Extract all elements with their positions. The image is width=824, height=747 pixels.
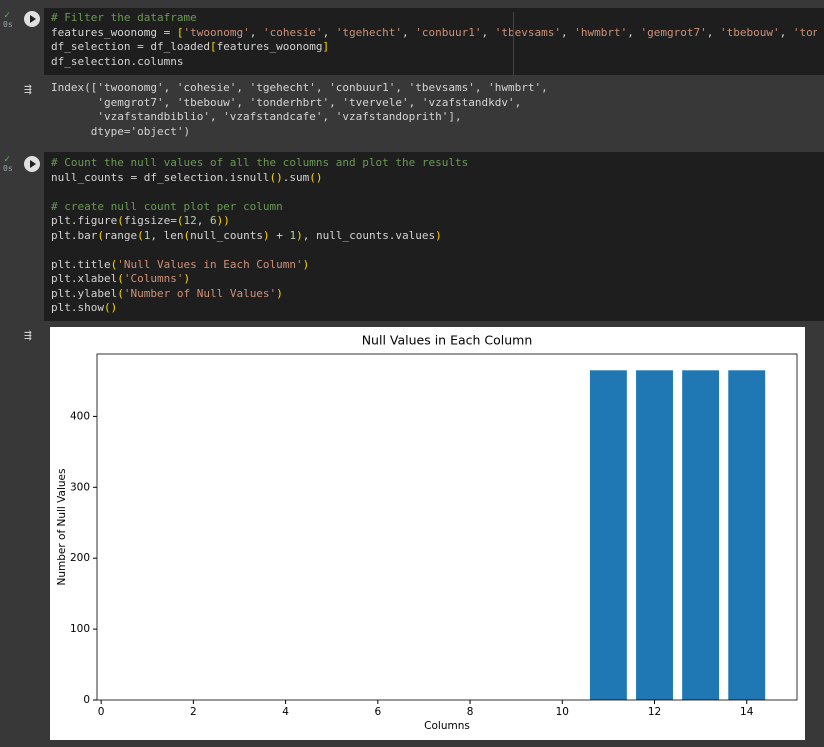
x-tick-label: 10: [556, 706, 569, 718]
code-line: plt.ylabel('Number of Null Values'): [51, 287, 817, 302]
code-line: # Count the null values of all the colum…: [51, 156, 817, 171]
code-line: df_selection = df_loaded[features_woonom…: [51, 40, 817, 55]
code-line: plt.xlabel('Columns'): [51, 272, 817, 287]
bar: [590, 370, 627, 700]
code-line: # Filter the dataframe: [51, 11, 817, 26]
code-line: plt.bar(range(1, len(null_counts) + 1), …: [51, 229, 817, 244]
blank-line: [51, 185, 817, 200]
output: Index(['twoonomg', 'cohesie', 'tgehecht'…: [51, 81, 548, 139]
blank-line: [51, 243, 817, 258]
bar: [728, 370, 765, 700]
output-line: dtype='object'): [51, 125, 548, 140]
y-tick-label: 100: [70, 623, 90, 635]
chart: Null Values in Each Column Columns Numbe…: [50, 327, 805, 740]
code-line: plt.figure(figsize=(12, 6)): [51, 214, 817, 229]
gutter: ✓ 0s: [0, 152, 44, 222]
code-line: df_selection.columns: [51, 55, 817, 70]
code-line: # create null count plot per column: [51, 200, 817, 215]
gutter: ✓ 0s: [0, 8, 44, 78]
run-time: 0s: [3, 20, 13, 29]
run-button[interactable]: [24, 156, 40, 172]
x-tick-label: 8: [467, 706, 474, 718]
code-cell[interactable]: # Filter the dataframefeatures_woonomg =…: [44, 8, 824, 75]
x-tick-label: 12: [648, 706, 661, 718]
x-tick-label: 14: [740, 706, 754, 718]
x-tick-label: 2: [190, 706, 197, 718]
code-cell[interactable]: # Count the null values of all the colum…: [44, 152, 824, 321]
output-line: 'gemgrot7', 'tbebouw', 'tonderhbrt', 'tv…: [51, 96, 548, 111]
code-line: plt.show(): [51, 301, 817, 316]
x-axis-label: Columns: [424, 720, 470, 732]
bar: [682, 370, 719, 700]
run-button[interactable]: [24, 11, 40, 27]
output-line: Index(['twoonomg', 'cohesie', 'tgehecht'…: [51, 81, 548, 96]
x-tick-label: 4: [282, 706, 289, 718]
code-line: null_counts = df_selection.isnull().sum(…: [51, 171, 817, 186]
code-line: plt.title('Null Values in Each Column'): [51, 258, 817, 273]
ruler: [513, 12, 514, 75]
output-line: 'vzafstandbiblio', 'vzafstandcafe', 'vza…: [51, 110, 548, 125]
code-line: features_woonomg = ['twoonomg', 'cohesie…: [51, 26, 817, 41]
y-tick-label: 400: [70, 410, 90, 422]
y-tick-label: 300: [70, 481, 90, 493]
y-axis-label: Number of Null Values: [56, 469, 68, 586]
y-tick-label: 200: [70, 552, 90, 564]
x-tick-label: 6: [374, 706, 381, 718]
bar: [636, 370, 673, 700]
chart-title: Null Values in Each Column: [362, 333, 533, 348]
run-time: 0s: [3, 164, 13, 173]
y-tick-label: 0: [83, 694, 90, 706]
x-tick-label: 0: [98, 706, 105, 718]
